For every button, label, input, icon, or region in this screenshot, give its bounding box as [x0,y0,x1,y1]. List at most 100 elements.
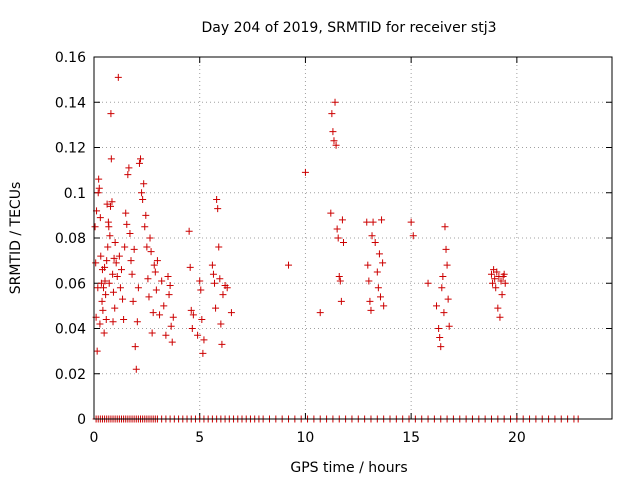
data-point [107,110,115,118]
data-point [435,325,443,332]
data-point [409,232,417,240]
data-point [145,293,153,301]
plot-frame [93,56,613,420]
data-point [111,304,119,312]
data-point [156,311,164,319]
data-point [189,311,197,319]
data-point [424,279,432,287]
data-point [115,252,123,260]
data-point [492,284,500,292]
data-point [125,164,133,172]
y-tick-label: 0.12 [55,141,86,157]
data-point [117,266,125,274]
data-point [96,214,104,222]
data-point [102,315,110,323]
data-point [445,322,453,330]
chart-title: Day 204 of 2019, SRMTID for receiver stj… [202,20,497,36]
data-point [129,297,137,305]
data-point [150,261,158,269]
x-tick-label: 10 [297,430,315,446]
data-point [119,295,127,303]
data-point [444,295,452,303]
data-point [363,218,371,226]
data-point [215,243,223,251]
data-point [100,329,108,337]
data-point [93,347,101,355]
data-point [332,141,340,149]
grid-lines [94,57,612,419]
data-point [153,257,161,265]
data-point [214,205,222,213]
data-point [166,282,174,290]
data-point [147,248,155,256]
data-point [199,349,207,357]
data-point [376,293,384,301]
data-point [373,268,381,276]
data-point [223,284,231,292]
data-point [169,313,177,321]
data-point [219,291,227,299]
data-point [369,218,377,226]
data-point [121,243,129,251]
data-point [440,309,448,317]
data-point [216,275,224,283]
data-point [106,232,114,240]
data-points [91,73,582,423]
data-point [407,218,415,226]
data-point [364,261,372,269]
data-point [335,272,343,280]
data-point [133,318,141,326]
data-point [107,155,115,163]
data-point [212,304,220,312]
data-point [196,277,204,285]
data-point [162,331,170,339]
data-point [110,254,118,262]
data-point [96,320,104,328]
y-tick-label: 0 [77,412,86,428]
data-point [442,245,450,253]
data-point [371,239,379,247]
data-point [98,297,106,305]
data-point [146,234,154,242]
data-point [301,168,309,176]
data-point [168,338,176,346]
data-point [141,223,149,231]
data-point [109,318,117,326]
data-point [501,279,509,287]
data-point [160,302,168,310]
data-point [164,272,172,280]
data-point [439,272,447,280]
data-point [285,261,293,269]
data-point [338,216,346,224]
data-point [188,325,196,332]
data-point [365,277,373,285]
data-point [200,336,208,344]
data-point [138,189,146,197]
data-point [103,257,111,265]
data-point [126,229,134,237]
data-point [327,209,335,217]
data-point [106,202,114,210]
data-point [111,239,119,247]
data-point [333,225,341,233]
data-point [500,270,508,278]
data-point [143,243,151,251]
data-point [491,275,499,283]
data-point [151,268,159,276]
data-point [443,261,451,269]
data-point [131,343,139,351]
y-axis-label: SRMTID / TECUs [8,182,24,295]
data-point [100,284,108,292]
data-point [152,286,160,294]
x-tick-label: 15 [402,430,420,446]
data-point [102,291,110,299]
data-point [217,320,225,328]
data-point [128,270,136,278]
data-point [105,279,113,287]
y-tick-label: 0.1 [64,186,86,202]
data-point [337,297,345,305]
data-point [142,211,150,219]
data-point [158,277,166,285]
data-point [441,223,449,231]
